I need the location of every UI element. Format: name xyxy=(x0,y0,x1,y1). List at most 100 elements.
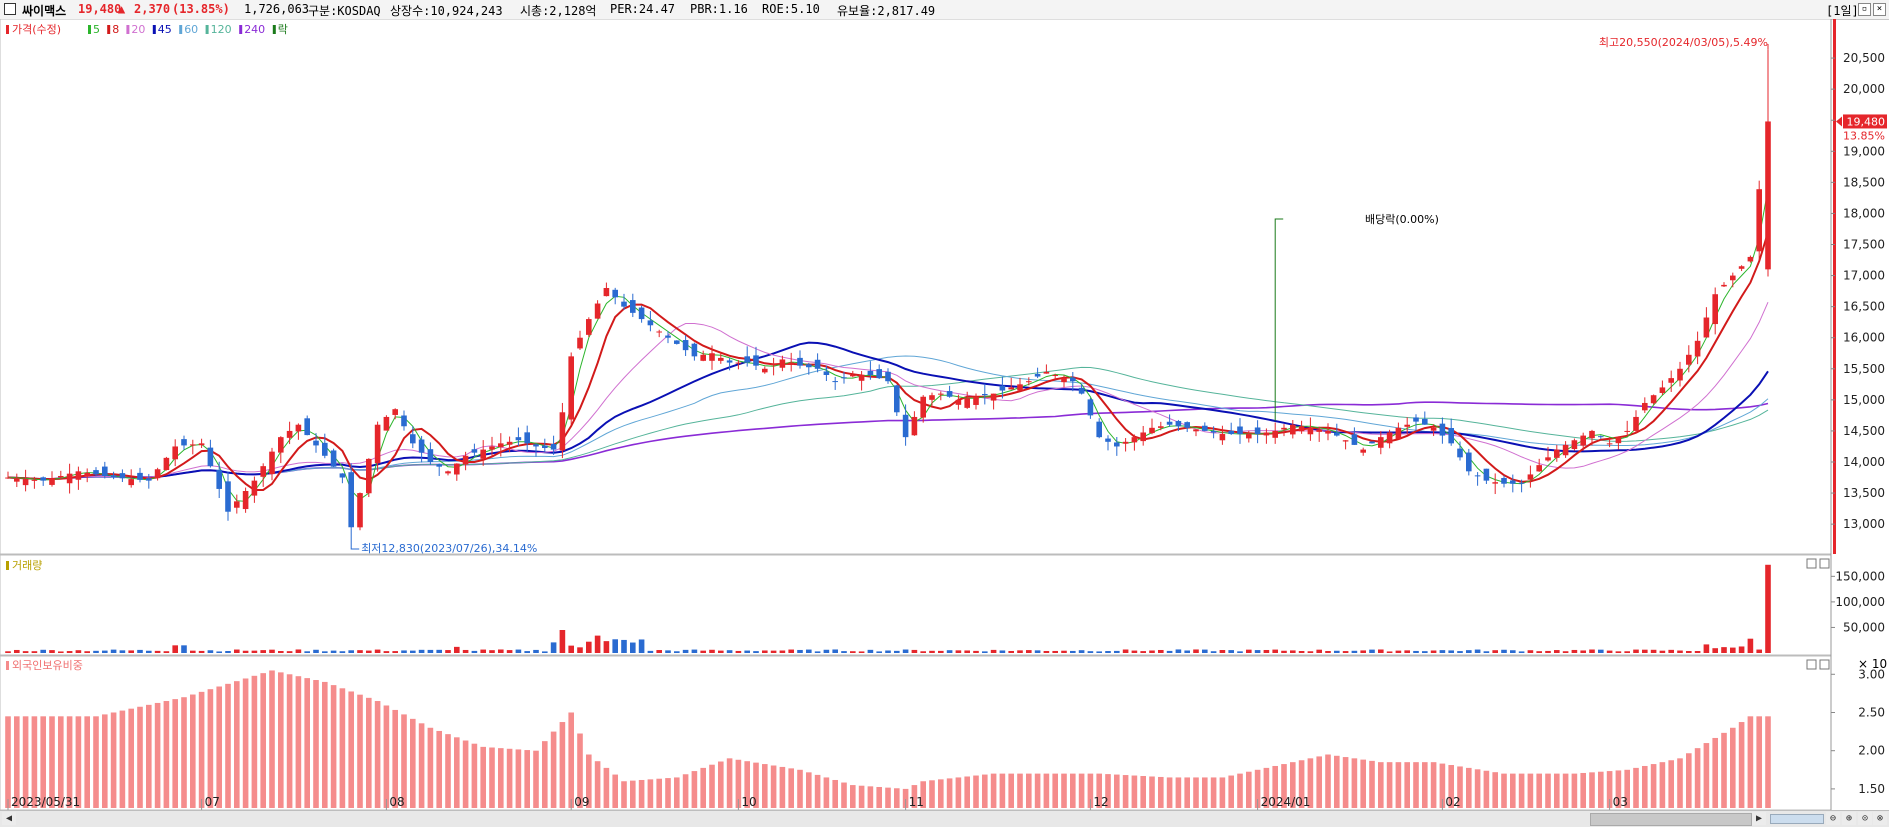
foreign-bar xyxy=(911,785,918,808)
candle-body xyxy=(1686,354,1692,365)
candle-body xyxy=(295,424,302,432)
candle xyxy=(1096,418,1102,439)
candle-body xyxy=(436,464,442,467)
candle-body xyxy=(418,439,425,453)
volume-panel-close-icon[interactable] xyxy=(1819,558,1830,569)
foreign-panel-max-icon[interactable] xyxy=(1806,659,1817,670)
volume-bar xyxy=(1140,651,1146,653)
foreign-panel-close-icon[interactable] xyxy=(1819,659,1830,670)
volume-bar xyxy=(1712,648,1718,653)
volume-bar xyxy=(814,651,821,653)
volume-bar xyxy=(709,649,715,653)
period-selector[interactable]: [1일] xyxy=(1826,4,1859,18)
volume-bar xyxy=(1650,649,1657,653)
volume-bar xyxy=(726,650,733,653)
volume-bar xyxy=(339,651,346,653)
candle-body xyxy=(665,335,671,338)
zoom-in-icon[interactable]: ⊕ xyxy=(1842,812,1856,825)
candle-body xyxy=(1386,432,1393,444)
foreign-bar xyxy=(102,714,108,808)
candle-body xyxy=(445,471,451,474)
candle-body xyxy=(638,307,645,320)
volume-bar xyxy=(330,650,337,653)
candle xyxy=(1677,361,1683,387)
candle-body xyxy=(946,391,953,397)
volume-bar xyxy=(251,650,258,653)
foreign-bar xyxy=(471,743,478,808)
zoom-slider[interactable] xyxy=(1770,814,1824,824)
price-tick-label: 15,000 xyxy=(1843,393,1885,407)
volume-bar xyxy=(982,651,988,653)
candle xyxy=(823,365,830,381)
volume-bar xyxy=(559,630,566,653)
foreign-bar xyxy=(894,788,900,808)
candle-body xyxy=(894,385,900,413)
scroll-thumb[interactable] xyxy=(1590,813,1752,826)
candle-body xyxy=(1158,426,1164,428)
zoom-out-icon[interactable]: ⊖ xyxy=(1826,812,1840,825)
candle xyxy=(1246,430,1252,443)
candle-body xyxy=(1571,440,1578,450)
candle xyxy=(1219,425,1226,445)
candle-body xyxy=(1527,474,1534,480)
candle xyxy=(1668,370,1674,392)
maximize-icon[interactable]: ▫ xyxy=(1858,3,1871,16)
foreign-bar xyxy=(973,775,979,808)
foreign-bar xyxy=(586,754,592,808)
volume-bar xyxy=(533,649,539,653)
candle-body xyxy=(225,481,231,512)
zoom-fit-icon[interactable]: ⊗ xyxy=(1873,812,1887,825)
candle-body xyxy=(128,479,134,486)
candle-body xyxy=(1026,381,1032,383)
volume-bar xyxy=(902,649,909,653)
candle xyxy=(128,469,134,488)
volume-bar xyxy=(770,650,777,653)
foreign-bar xyxy=(1457,766,1463,808)
zoom-reset-icon[interactable]: ⊙ xyxy=(1858,812,1872,825)
candle xyxy=(1633,410,1639,433)
candle-body xyxy=(216,469,222,489)
scroll-left-icon[interactable]: ◀ xyxy=(2,812,16,825)
candle xyxy=(31,476,38,489)
candle xyxy=(401,410,407,431)
foreign-bar xyxy=(1149,776,1155,808)
candle xyxy=(885,368,891,384)
volume-bar xyxy=(1105,651,1111,653)
foreign-bar xyxy=(1175,777,1182,808)
candle-body xyxy=(762,368,768,373)
legend-ma-label: 5 xyxy=(93,23,100,36)
close-icon[interactable]: × xyxy=(1873,3,1886,16)
volume-bar xyxy=(568,645,574,653)
panel-toggle-checkbox[interactable] xyxy=(4,3,16,15)
candle-body xyxy=(1510,480,1516,484)
candle xyxy=(1017,377,1023,392)
candle xyxy=(1589,429,1595,446)
stock-header: 싸이맥스 19,480 ▲ 2,370 (13.85%) 1,726,063 구… xyxy=(0,0,1889,20)
volume-panel-max-icon[interactable] xyxy=(1806,558,1817,569)
candle xyxy=(1254,420,1261,444)
pbr-value: PBR:1.16 xyxy=(690,2,748,16)
foreign-bar xyxy=(946,778,953,808)
volume-bar xyxy=(1642,649,1648,653)
scroll-right-icon[interactable]: ▶ xyxy=(1752,812,1766,825)
volume-bar xyxy=(234,649,240,653)
candle xyxy=(75,466,82,490)
foreign-bar xyxy=(1571,773,1578,808)
foreign-bar xyxy=(770,765,777,808)
candle-body xyxy=(1246,434,1252,439)
candle xyxy=(154,467,161,481)
candle xyxy=(1210,426,1217,439)
candle-body xyxy=(1369,441,1375,444)
candle xyxy=(102,461,108,479)
volume-bar xyxy=(1659,650,1666,653)
candle-body xyxy=(770,364,777,366)
volume-bar xyxy=(1219,650,1226,653)
candle-body xyxy=(990,393,997,401)
candle-body xyxy=(506,441,513,445)
horizontal-scrollbar[interactable]: ◀ ▶ ⊖ ⊕ ⊙ ⊗ xyxy=(0,810,1889,827)
change-pct-tag: 13.85% xyxy=(1843,129,1885,142)
candle xyxy=(1105,435,1111,451)
foreign-tick-label: 2.50 xyxy=(1858,705,1885,719)
dividend-annotation: 배당락(0.00%) xyxy=(1274,213,1439,421)
